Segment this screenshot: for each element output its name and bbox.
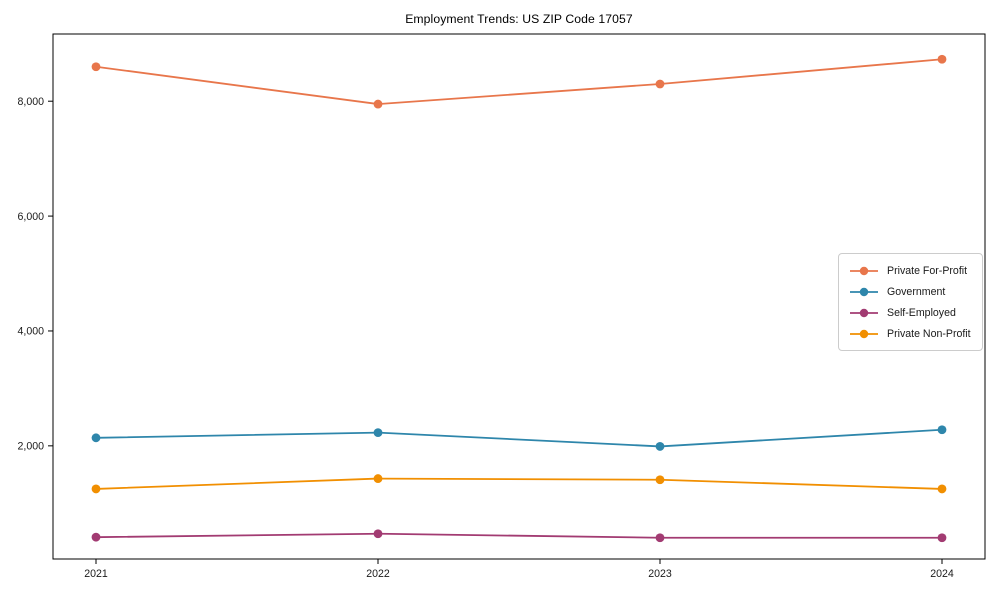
data-point-private-non-profit-2024: [937, 484, 947, 494]
data-point-government-2022: [373, 428, 383, 438]
y-axis-tick-label: 4,000: [17, 326, 44, 338]
data-point-government-2023: [655, 442, 665, 451]
series-line-self-employed: [95, 532, 942, 539]
data-point-self-employed-2023: [655, 533, 665, 543]
data-point-self-employed-2021: [91, 532, 101, 542]
data-point-private-for-profit-2022: [373, 99, 383, 109]
legend-item-government: Government: [848, 281, 971, 302]
legend-swatch-private-for-profit: [850, 266, 878, 275]
data-point-private-for-profit-2021: [91, 62, 101, 72]
x-axis-tick-label: 2022: [366, 568, 390, 580]
series-line-private-for-profit: [95, 58, 943, 105]
legend-label: Private Non-Profit: [887, 327, 971, 340]
data-point-self-employed-2024: [937, 533, 947, 543]
data-point-government-2021: [91, 433, 101, 443]
legend-marker-icon: [859, 266, 869, 275]
data-point-private-non-profit-2023: [655, 475, 665, 485]
data-point-private-non-profit-2022: [373, 474, 383, 483]
legend-marker-icon: [859, 287, 869, 296]
legend: Private For-Profit Government Self-Employe…: [838, 253, 983, 351]
legend-label: Self-Employed: [887, 306, 956, 319]
y-axis-tick-label: 2,000: [17, 441, 44, 453]
legend-label: Private For-Profit: [887, 264, 968, 277]
data-point-self-employed-2022: [373, 529, 383, 539]
series-line-private-non-profit: [95, 477, 943, 490]
y-axis-tick-label: 6,000: [17, 211, 44, 223]
chart-title: Employment Trends: US ZIP Code 17057: [405, 12, 633, 26]
y-axis-tick-label: 8,000: [17, 96, 44, 108]
x-axis-tick-label: 2023: [648, 568, 672, 580]
legend-swatch-self-employed: [850, 308, 878, 317]
plot-border: [52, 33, 986, 560]
legend-swatch-private-non-profit: [850, 329, 878, 338]
legend-marker-icon: [859, 308, 869, 317]
legend-item-self-employed: Self-Employed: [848, 302, 971, 323]
data-point-private-for-profit-2024: [937, 54, 947, 64]
data-point-private-non-profit-2021: [91, 484, 101, 494]
legend-label: Government: [887, 285, 946, 298]
data-point-government-2024: [937, 425, 947, 435]
series-line-government: [95, 428, 943, 448]
legend-item-private-for-profit: Private For-Profit: [848, 260, 971, 281]
data-point-private-for-profit-2023: [655, 79, 665, 89]
legend-item-private-non-profit: Private Non-Profit: [848, 323, 971, 344]
x-axis-tick-label: 2021: [84, 568, 108, 580]
legend-swatch-government: [850, 287, 878, 296]
x-axis-tick-label: 2024: [930, 568, 954, 580]
legend-marker-icon: [859, 329, 869, 338]
